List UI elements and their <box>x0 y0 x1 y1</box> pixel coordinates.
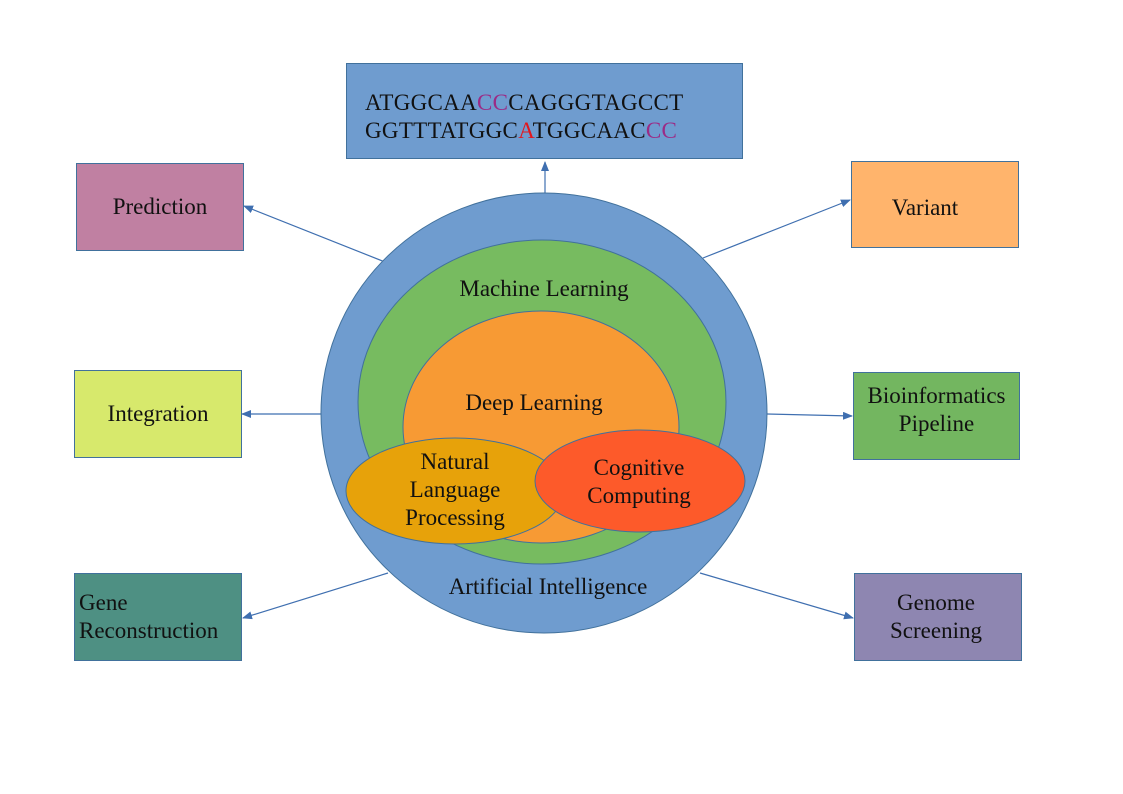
sequence-segment: TGGCAAC <box>532 118 646 143</box>
integration-box: Integration <box>74 370 242 458</box>
nlp-label-line: Natural <box>420 449 490 474</box>
sequence-line-1: ATGGCAACCCAGGGTAGCCT <box>365 89 742 117</box>
bioinformatics-pipeline-label-line: Pipeline <box>898 411 975 436</box>
prediction-box: Prediction <box>76 163 244 251</box>
nlp-label: Natural Language Processing <box>365 448 545 532</box>
sequence-line-2: GGTTTATGGCATGGCAACCC <box>365 117 742 145</box>
sequence-segment: ATGGCAA <box>365 90 477 115</box>
deep-learning-label: Deep Learning <box>465 390 603 415</box>
cognitive-label-line: Cognitive <box>593 455 685 480</box>
arrow-to-genome-screening <box>699 572 854 620</box>
sequence-highlight: A <box>518 118 533 143</box>
nlp-label-line: Language <box>409 477 501 502</box>
sequence-segment: CAGGGTAGCCT <box>508 90 684 115</box>
genome-screening-label-line: Screening <box>890 618 982 643</box>
sequence-highlight: CC <box>645 118 678 143</box>
arrow-to-gene-reconstruction <box>242 572 389 620</box>
artificial-intelligence-label: Artificial Intelligence <box>448 574 648 599</box>
machine-learning-label: Machine Learning <box>459 276 629 301</box>
arrow-to-variant <box>702 199 851 259</box>
variant-box: Variant <box>851 161 1019 248</box>
cognitive-computing-label: Cognitive Computing <box>554 454 724 510</box>
nlp-label-line: Processing <box>405 505 505 530</box>
cognitive-label-line: Computing <box>587 483 691 508</box>
genome-screening-box: Genome Screening <box>854 573 1022 661</box>
variant-label: Variant <box>891 195 959 220</box>
sequence-segment: GGTTTATGGC <box>365 118 519 143</box>
bioinformatics-pipeline-box: Bioinformatics Pipeline <box>853 372 1020 460</box>
dna-sequence-box: ATGGCAACCCAGGGTAGCCT GGTTTATGGCATGGCAACC… <box>346 63 743 159</box>
bioinformatics-pipeline-label-line: Bioinformatics <box>867 383 1006 408</box>
integration-label: Integration <box>107 401 209 426</box>
cognitive-computing-ellipse <box>534 429 746 533</box>
arrow-to-prediction <box>243 205 386 263</box>
gene-reconstruction-box: Gene Reconstruction <box>74 573 242 661</box>
sequence-highlight: CC <box>477 90 509 115</box>
gene-reconstruction-label-line: Reconstruction <box>79 618 219 643</box>
gene-reconstruction-label-line: Gene <box>79 590 128 615</box>
genome-screening-label-line: Genome <box>897 590 975 615</box>
prediction-label: Prediction <box>112 194 208 219</box>
arrow-to-bioinformatics-pipeline <box>766 411 853 420</box>
